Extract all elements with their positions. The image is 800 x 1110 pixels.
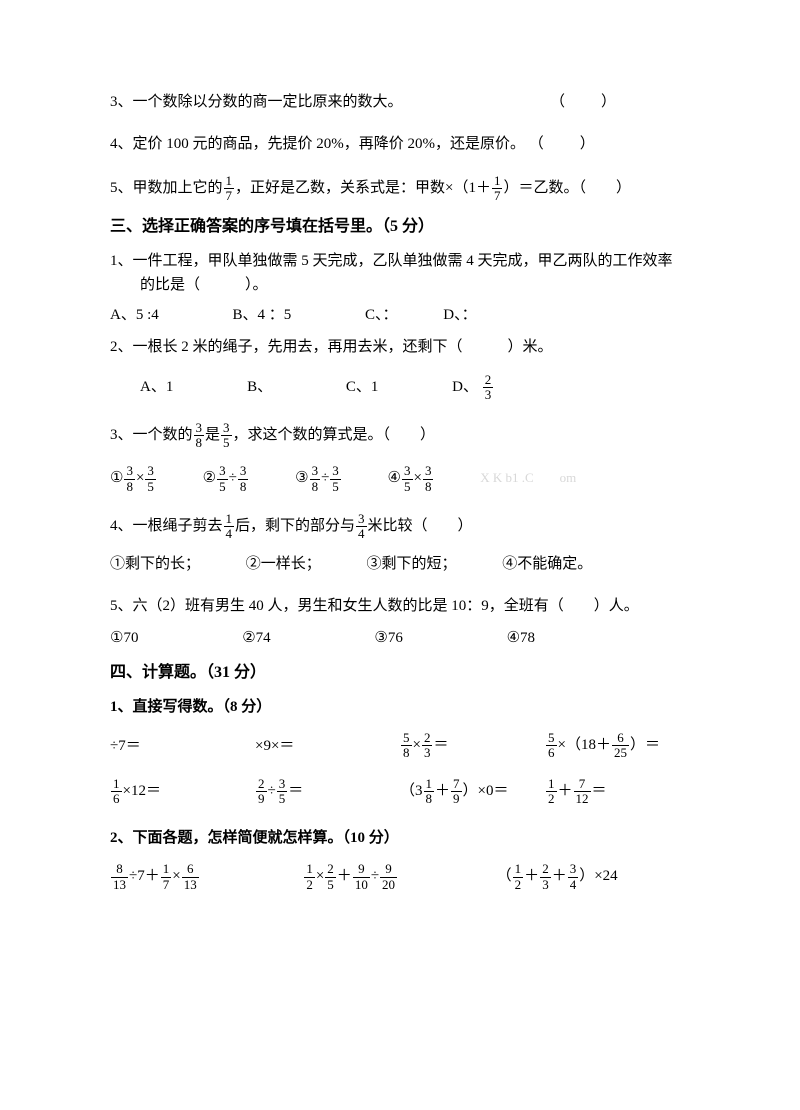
s3-q3: 3、一个数的38是35，求这个数的算式是。（ ） ①38×35 ②35÷38 ③… — [110, 421, 690, 494]
s3-q4-opt3: ③剩下的短； — [367, 552, 457, 576]
q5-suffix: ）＝乙数。（ ） — [503, 180, 631, 196]
s3-q1-optC: C、： — [365, 303, 398, 327]
s3-q1-text: 1、一件工程，甲队单独做需 5 天完成，乙队单独做需 4 天完成，甲乙两队的工作… — [110, 249, 690, 273]
s3-q5-opt3: ③76 — [374, 626, 402, 650]
calc-r2c1: 16×12＝ — [110, 777, 255, 807]
q3-paren: （ ） — [550, 94, 618, 110]
s3-q2-optD: D、 23 — [452, 379, 494, 395]
s3-q1: 1、一件工程，甲队单独做需 5 天完成，乙队单独做需 4 天完成，甲乙两队的工作… — [110, 249, 690, 327]
s3-q2-optB: B、 — [247, 375, 272, 399]
q5-frac1: 17 — [224, 174, 235, 204]
calc2-r1c2: 12×25＋910÷920 — [303, 862, 496, 892]
s3-q5-opt4: ④78 — [507, 626, 535, 650]
q4-paren: （ ） — [529, 136, 597, 152]
s3-q3-opt4: ④35×38 — [388, 464, 435, 494]
s3-q5: 5、六（2）班有男生 40 人，男生和女生人数的比是 10：9，全班有（ ）人。… — [110, 594, 690, 650]
s3-q3-opt2: ②35÷38 — [203, 464, 250, 494]
watermark: X K b1 .C om — [480, 471, 576, 486]
calc-row2: 16×12＝ 29÷35＝ （318＋79）×0＝ 12＋712＝ — [110, 777, 690, 807]
s3-q5-text: 5、六（2）班有男生 40 人，男生和女生人数的比是 10：9，全班有（ ）人。 — [110, 594, 690, 618]
section4-title: 四、计算题。（31 分） — [110, 660, 690, 686]
s3-q5-opt1: ①70 — [110, 626, 138, 650]
true-false-q4: 4、定价 100 元的商品，先提价 20%，再降价 20%，还是原价。 （ ） — [110, 132, 690, 156]
true-false-q5: 5、甲数加上它的17，正好是乙数，关系式是：甲数×（1＋17）＝乙数。（ ） — [110, 174, 690, 204]
s3-q1-text2: 的比是（ ）。 — [110, 273, 690, 297]
s4-sub1-title: 1、直接写得数。（8 分） — [110, 695, 690, 719]
s3-q2-optC: C、1 — [346, 375, 379, 399]
q5-mid: ，正好是乙数，关系式是：甲数×（1＋ — [235, 180, 491, 196]
s3-q3-opt1: ①38×35 — [110, 464, 157, 494]
calc-r1c4: 56×（18＋625）＝ — [545, 731, 690, 761]
calc-r2c4: 12＋712＝ — [545, 777, 690, 807]
s3-q1-optB: B、4 ：5 — [233, 303, 292, 327]
s3-q3-opt3: ③38÷35 — [295, 464, 342, 494]
s3-q2: 2、一根长 2 米的绳子，先用去，再用去米，还剩下（ ）米。 A、1 B、 C、… — [110, 335, 690, 403]
q5-prefix: 5、甲数加上它的 — [110, 180, 223, 196]
s3-q4-opt1: ①剩下的长； — [110, 552, 200, 576]
calc-row1: ÷7＝ ×9×＝ 58×23＝ 56×（18＋625）＝ — [110, 731, 690, 761]
calc2-r1c1: 813÷7＋17×613 — [110, 862, 303, 892]
calc-r1c3: 58×23＝ — [400, 731, 545, 761]
section3-title: 三、选择正确答案的序号填在括号里。（5 分） — [110, 214, 690, 240]
calc2-r1c3: （12＋23＋34）×24 — [497, 862, 690, 892]
q5-frac2: 17 — [492, 174, 503, 204]
s3-q4-opt4: ④不能确定。 — [502, 552, 592, 576]
calc-r1c2: ×9×＝ — [255, 734, 400, 758]
s4-sub2-title: 2、下面各题，怎样简便就怎样算。（10 分） — [110, 826, 690, 850]
true-false-q3: 3、一个数除以分数的商一定比原来的数大。 （ ） — [110, 90, 690, 114]
calc2-row1: 813÷7＋17×613 12×25＋910÷920 （12＋23＋34）×24 — [110, 862, 690, 892]
q3-text: 3、一个数除以分数的商一定比原来的数大。 — [110, 94, 403, 110]
s3-q2-text: 2、一根长 2 米的绳子，先用去，再用去米，还剩下（ ）米。 — [110, 335, 690, 359]
s3-q1-optD: D、： — [443, 303, 476, 327]
s3-q5-opt2: ②74 — [242, 626, 270, 650]
calc-r2c2: 29÷35＝ — [255, 777, 400, 807]
s3-q2-optA: A、1 — [140, 375, 173, 399]
calc-r2c3: （318＋79）×0＝ — [400, 777, 545, 807]
calc-r1c1: ÷7＝ — [110, 734, 255, 758]
s3-q1-optA: A、5 :4 — [110, 303, 159, 327]
q4-text: 4、定价 100 元的商品，先提价 20%，再降价 20%，还是原价。 — [110, 136, 525, 152]
s3-q4-opt2: ②一样长； — [246, 552, 321, 576]
s3-q4: 4、一根绳子剪去14后，剩下的部分与34米比较（ ） ①剩下的长； ②一样长； … — [110, 512, 690, 576]
